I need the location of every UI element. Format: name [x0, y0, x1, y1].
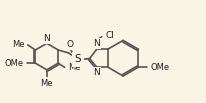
Text: Me: Me — [67, 63, 80, 72]
Text: O: O — [66, 40, 73, 49]
Text: N: N — [93, 68, 99, 77]
Text: OMe: OMe — [150, 63, 169, 72]
Text: Me: Me — [40, 79, 53, 88]
Text: Me: Me — [12, 40, 25, 49]
Text: N: N — [43, 34, 50, 43]
Text: N: N — [93, 39, 99, 48]
Text: OMe: OMe — [5, 59, 24, 68]
Text: S: S — [74, 54, 81, 64]
Text: Cl: Cl — [105, 31, 114, 40]
